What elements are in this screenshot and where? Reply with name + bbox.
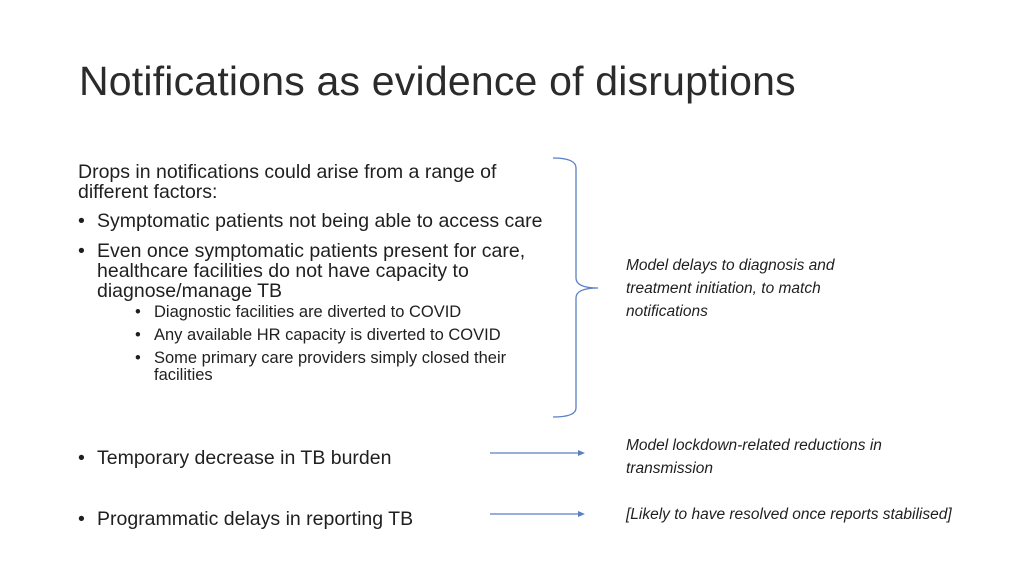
note-likely-resolved: [Likely to have resolved once reports st… bbox=[626, 506, 952, 523]
right-curly-brace bbox=[552, 157, 599, 418]
factor-list: Symptomatic patients not being able to a… bbox=[78, 211, 548, 384]
arrowhead-reporting bbox=[578, 511, 585, 517]
sub-list-item: Diagnostic facilities are diverted to CO… bbox=[135, 304, 548, 322]
burden-bullet: Temporary decrease in TB burden bbox=[78, 447, 498, 469]
intro-text: Drops in notifications could arise from … bbox=[78, 161, 497, 203]
factors-block: Drops in notifications could arise from … bbox=[78, 162, 548, 394]
reporting-bullet: Programmatic delays in reporting TB bbox=[78, 508, 498, 530]
list-item-text: Even once symptomatic patients present f… bbox=[97, 240, 526, 302]
sub-list-item: Any available HR capacity is diverted to… bbox=[135, 327, 548, 345]
slide-title: Notifications as evidence of disruptions bbox=[79, 58, 796, 104]
sub-list-item: Some primary care providers simply close… bbox=[135, 350, 548, 384]
list-item: Even once symptomatic patients present f… bbox=[78, 241, 548, 384]
sub-list: Diagnostic facilities are diverted to CO… bbox=[97, 304, 548, 384]
list-item: Symptomatic patients not being able to a… bbox=[78, 211, 548, 231]
note-model-delays: Model delays to diagnosis and treatment … bbox=[626, 257, 835, 320]
note-model-lockdown: Model lockdown-related reductions in tra… bbox=[626, 437, 882, 477]
arrowhead-burden bbox=[578, 450, 585, 456]
